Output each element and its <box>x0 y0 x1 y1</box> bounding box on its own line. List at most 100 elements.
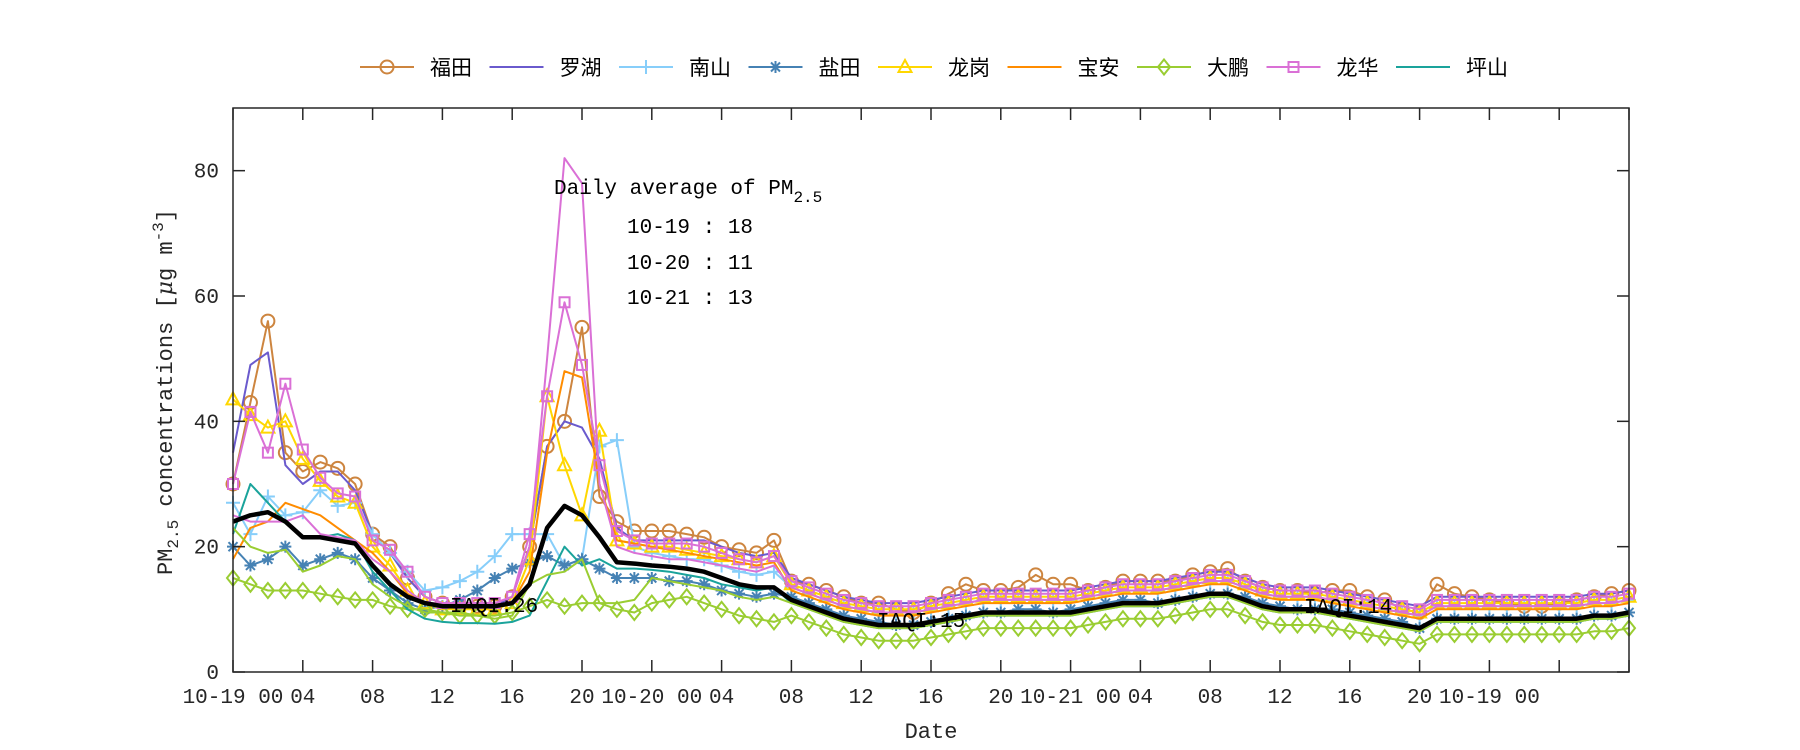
legend-marker-triangle-icon <box>896 57 914 73</box>
data-point-marker <box>1516 593 1533 610</box>
data-point-marker <box>872 615 885 628</box>
data-point-marker <box>260 313 276 329</box>
data-point-marker <box>1483 593 1496 606</box>
data-point-marker <box>1481 593 1498 610</box>
x-tick-label: 12 <box>849 687 874 710</box>
data-point-marker <box>314 471 327 484</box>
data-point-marker <box>1099 597 1112 610</box>
data-point-marker <box>870 600 887 616</box>
data-point-marker <box>906 631 921 650</box>
iaqi-label-10-21: IAQI:14 <box>1304 597 1392 620</box>
data-point-marker <box>366 534 379 547</box>
data-point-marker <box>1412 634 1427 653</box>
data-point-marker <box>1396 600 1409 613</box>
data-point-marker <box>628 534 641 547</box>
data-point-marker <box>1271 584 1289 600</box>
data-point-marker <box>541 550 554 563</box>
data-point-marker <box>558 296 571 309</box>
legend-label: 宝安 <box>1078 56 1120 80</box>
y-tick-label: 40 <box>194 412 219 435</box>
data-point-marker <box>1239 575 1252 588</box>
series-unlabeled-11 <box>232 503 1630 631</box>
data-point-marker <box>733 587 746 600</box>
data-point-marker <box>977 587 990 600</box>
data-point-marker <box>366 572 379 584</box>
data-point-marker <box>922 597 940 613</box>
data-point-marker <box>1447 625 1462 644</box>
data-point-marker <box>1448 593 1461 606</box>
data-point-marker <box>1429 576 1445 592</box>
data-point-marker <box>1393 600 1411 616</box>
data-point-marker <box>1359 593 1376 610</box>
legend-item-e7bd97e6b996: 罗湖 <box>489 56 602 80</box>
daily-average-10-21: 10-21 : 13 <box>627 288 753 311</box>
data-point-marker <box>1378 597 1391 610</box>
data-point-marker <box>435 580 450 595</box>
data-point-marker <box>557 413 573 429</box>
data-point-marker <box>1115 609 1131 628</box>
data-point-marker <box>1291 584 1304 597</box>
data-point-marker <box>1010 587 1027 603</box>
data-point-marker <box>975 587 992 603</box>
y-tick-label: 80 <box>194 162 219 185</box>
x-tick-label: 04 <box>290 687 315 710</box>
series-line <box>232 301 1630 611</box>
legend-marker-plus-icon <box>639 60 653 74</box>
data-point-marker <box>1185 603 1201 622</box>
legend-marker-circle-icon <box>379 59 395 75</box>
data-point-marker <box>888 631 904 650</box>
data-point-marker <box>890 600 903 613</box>
data-point-marker <box>1220 600 1235 619</box>
data-point-marker <box>1255 612 1270 631</box>
data-point-marker <box>435 603 450 622</box>
data-point-marker <box>1134 578 1147 591</box>
data-point-marker <box>574 319 590 335</box>
data-point-marker <box>1342 622 1358 641</box>
data-point-marker <box>1132 578 1149 594</box>
data-point-marker <box>453 593 466 606</box>
data-point-marker <box>1256 581 1269 594</box>
data-point-marker <box>591 489 607 505</box>
series-layer <box>224 157 1638 653</box>
data-point-marker <box>696 593 712 613</box>
legend-item-e7a68fe794b0: 福田 <box>360 56 472 80</box>
series-e5a4a7e9b98f <box>225 568 1637 653</box>
data-point-marker <box>1570 593 1583 606</box>
legend-label: 龙华 <box>1337 56 1379 80</box>
data-point-marker <box>1134 593 1147 606</box>
iaqi-label-10-19: IAQI:26 <box>450 596 538 619</box>
data-point-marker <box>401 565 414 578</box>
x-tick-label: 12 <box>1267 687 1292 710</box>
data-point-marker <box>259 418 277 434</box>
x-tick-label: 10-21 00 <box>1020 687 1121 710</box>
data-point-marker <box>1272 615 1288 635</box>
data-point-marker <box>1551 593 1568 610</box>
data-point-marker <box>1097 581 1114 597</box>
data-point-marker <box>1221 568 1234 581</box>
data-point-marker <box>1518 593 1531 606</box>
data-point-marker <box>331 487 344 500</box>
data-point-marker <box>1465 593 1478 606</box>
data-point-marker <box>452 574 467 589</box>
data-point-marker <box>1324 587 1341 603</box>
data-point-marker <box>992 587 1009 603</box>
data-point-marker <box>330 587 345 606</box>
data-point-marker <box>1082 600 1095 613</box>
data-point-marker <box>1169 575 1182 588</box>
data-point-marker <box>1064 587 1077 600</box>
data-point-marker <box>1431 593 1444 606</box>
data-point-marker <box>645 537 658 550</box>
data-point-marker <box>1274 600 1286 613</box>
data-point-marker <box>592 439 607 454</box>
data-point-marker <box>993 619 1009 638</box>
data-point-marker <box>1254 581 1271 597</box>
data-point-marker <box>767 550 780 563</box>
data-point-marker <box>1098 612 1113 631</box>
x-tick-label: 20 <box>569 687 594 710</box>
data-point-marker <box>855 612 868 625</box>
data-point-marker <box>365 590 380 610</box>
data-point-marker <box>1167 575 1184 591</box>
x-tick-label: 16 <box>1337 687 1362 710</box>
data-point-marker <box>1341 590 1358 606</box>
data-point-marker <box>628 572 641 584</box>
